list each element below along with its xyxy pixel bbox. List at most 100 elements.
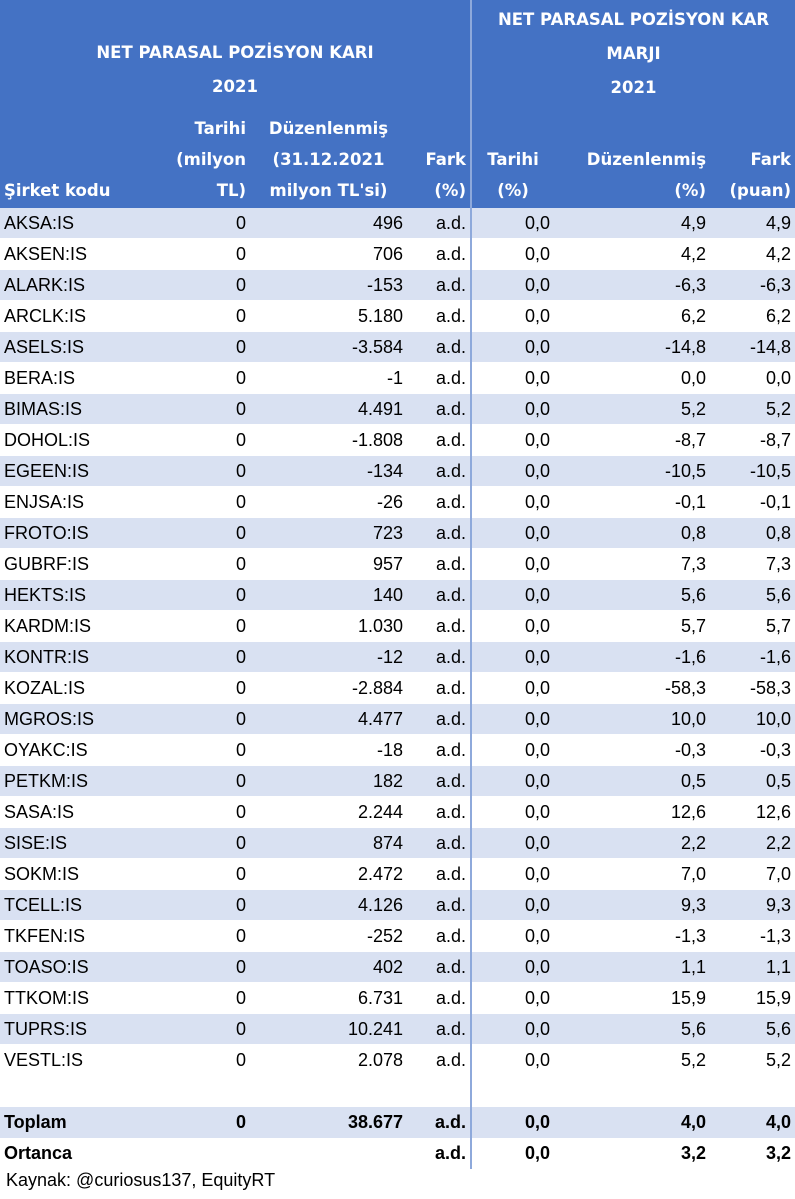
cell-col-5: -8,7 [554, 424, 711, 456]
cell-col-0: MGROS:IS [0, 703, 158, 735]
cell-col-1: 0 [158, 300, 250, 332]
cell-col-1: 0 [158, 331, 250, 363]
cell-col-5: 1,1 [554, 951, 711, 983]
cell-col-3: a.d. [407, 331, 473, 363]
cell-col-1: 0 [158, 889, 250, 921]
cell-col-3: a.d. [407, 1138, 473, 1169]
cell-col-0: SISE:IS [0, 827, 158, 859]
table-row: AKSA:IS 0 496 a.d. 0,0 4,9 4,9 [0, 208, 795, 239]
cell-col-5: 5,7 [554, 610, 711, 642]
cell-col-5: 9,3 [554, 889, 711, 921]
cell-col-6: -6,3 [710, 269, 795, 301]
cell-col-5: 7,3 [554, 548, 711, 580]
cell-col-4: 0,0 [471, 238, 555, 270]
cell-col-2: 2.078 [250, 1044, 407, 1076]
cell-col-3: a.d. [407, 300, 473, 332]
cell-col-1: 0 [158, 579, 250, 611]
cell-col-0: TUPRS:IS [0, 1013, 158, 1045]
cell-col-1: 0 [158, 734, 250, 766]
group2-title-line3: 2021 [610, 78, 657, 97]
cell-col-2: -134 [250, 455, 407, 487]
cell-col-4: 0,0 [471, 455, 555, 487]
cell-col-6: 0,0 [710, 362, 795, 394]
cell-col-1: 0 [158, 486, 250, 518]
cell-col-0: TKFEN:IS [0, 920, 158, 952]
cell-col-6: 1,1 [710, 951, 795, 983]
cell-col-3: a.d. [407, 393, 473, 425]
cell-col-0: TTKOM:IS [0, 982, 158, 1014]
cell-col-2: 5.180 [250, 300, 407, 332]
table-row: MGROS:IS 0 4.477 a.d. 0,0 10,0 10,0 [0, 703, 795, 735]
cell-col-4: 0,0 [471, 734, 555, 766]
cell-col-2: 2.472 [250, 858, 407, 890]
cell-col-3: a.d. [407, 641, 473, 673]
cell-col-0: KOZAL:IS [0, 672, 158, 704]
cell-col-1: 0 [158, 858, 250, 890]
cell-col-6: 6,2 [710, 300, 795, 332]
cell-col-5: 12,6 [554, 796, 711, 828]
cell-col-0: ENJSA:IS [0, 486, 158, 518]
cell-col-1: 0 [158, 610, 250, 642]
cell-col-2: 4.126 [250, 889, 407, 921]
cell-col-0: KARDM:IS [0, 610, 158, 642]
cell-col-2: 496 [250, 208, 407, 239]
cell-col-5: 0,5 [554, 765, 711, 797]
cell-col-6: -1,3 [710, 920, 795, 952]
cell-col-2: 706 [250, 238, 407, 270]
table-row: OYAKC:IS 0 -18 a.d. 0,0 -0,3 -0,3 [0, 734, 795, 766]
cell-col-6: 5,7 [710, 610, 795, 642]
data-table: NET PARASAL POZİSYON KARI 2021 NET PARAS… [0, 0, 795, 1169]
cell-col-1: 0 [158, 424, 250, 456]
table-row: GUBRF:IS 0 957 a.d. 0,0 7,3 7,3 [0, 548, 795, 580]
group1-title-line2: 2021 [212, 77, 258, 96]
cell-col-6: -0,3 [710, 734, 795, 766]
cell-col-3: a.d. [407, 517, 473, 549]
cell-col-4: 0,0 [471, 269, 555, 301]
cell-col-4: 0,0 [471, 1013, 555, 1045]
cell-col-2: -26 [250, 486, 407, 518]
cell-col-0: OYAKC:IS [0, 734, 158, 766]
cell-col-2: 10.241 [250, 1013, 407, 1045]
group2-title-line1: NET PARASAL POZİSYON KAR [497, 10, 770, 29]
cell-col-6: 4,9 [710, 208, 795, 239]
cell-col-0: SOKM:IS [0, 858, 158, 890]
cell-col-3: a.d. [407, 796, 473, 828]
cell-col-6: -58,3 [710, 672, 795, 704]
table-row: EGEEN:IS 0 -134 a.d. 0,0 -10,5 -10,5 [0, 455, 795, 487]
cell-col-3: a.d. [407, 424, 473, 456]
cell-col-4: 0,0 [471, 362, 555, 394]
cell-col-1: 0 [158, 393, 250, 425]
table-row: KARDM:IS 0 1.030 a.d. 0,0 5,7 5,7 [0, 610, 795, 642]
col-header-tarihi-1: Tarihi (milyon TL) [158, 112, 250, 208]
cell-col-0: Ortanca [4, 1143, 73, 1163]
cell-col-5: 2,2 [554, 827, 711, 859]
cell-col-5: -6,3 [554, 269, 711, 301]
table-row: KONTR:IS 0 -12 a.d. 0,0 -1,6 -1,6 [0, 641, 795, 673]
cell-col-4: 0,0 [471, 858, 555, 890]
cell-col-1: 0 [158, 1107, 250, 1138]
table-row: SASA:IS 0 2.244 a.d. 0,0 12,6 12,6 [0, 796, 795, 828]
cell-col-6: 7,0 [710, 858, 795, 890]
cell-col-3: a.d. [407, 610, 473, 642]
cell-col-2: -1 [250, 362, 407, 394]
cell-col-6: 15,9 [710, 982, 795, 1014]
col-header-fark-2: Fark (puan) [710, 112, 795, 208]
cell-col-4: 0,0 [471, 517, 555, 549]
cell-col-5: -1,6 [554, 641, 711, 673]
cell-col-5: -0,3 [554, 734, 711, 766]
cell-col-6: 4,0 [710, 1107, 795, 1138]
cell-col-2: 6.731 [250, 982, 407, 1014]
cell-col-0: BIMAS:IS [0, 393, 158, 425]
cell-col-0: TCELL:IS [0, 889, 158, 921]
table-row: TTKOM:IS 0 6.731 a.d. 0,0 15,9 15,9 [0, 982, 795, 1014]
cell-col-5: -0,1 [554, 486, 711, 518]
col-header-duzen-1: Düzenlenmiş (31.12.2021 milyon TL'si) [250, 112, 407, 208]
median-row: Ortanca a.d. 0,0 3,2 3,2 [0, 1138, 795, 1169]
header-row-columns: Şirket kodu Tarihi (milyon TL) Düzenlenmiş… [0, 112, 795, 208]
cell-col-6: -0,1 [710, 486, 795, 518]
cell-col-1 [158, 1138, 250, 1169]
table-row: PETKM:IS 0 182 a.d. 0,0 0,5 0,5 [0, 765, 795, 797]
cell-col-1: 0 [158, 455, 250, 487]
cell-col-4: 0,0 [471, 920, 555, 952]
cell-col-3: a.d. [407, 858, 473, 890]
